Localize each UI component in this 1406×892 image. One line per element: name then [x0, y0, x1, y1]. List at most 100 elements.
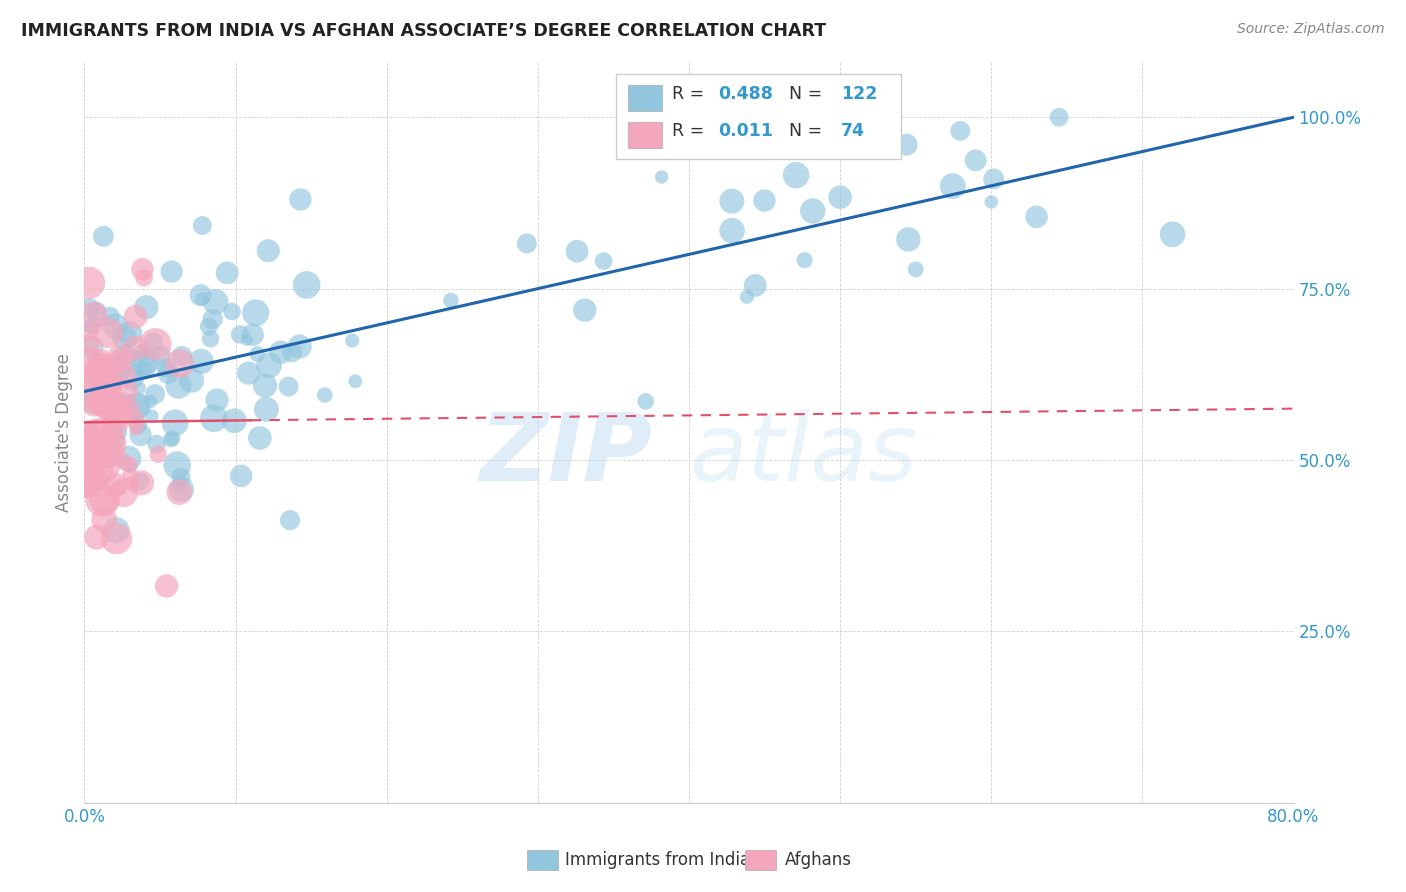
Point	[254, 378, 277, 392]
Point	[314, 388, 336, 402]
Point	[84, 400, 107, 414]
Point	[104, 416, 127, 430]
Point	[100, 447, 122, 461]
Point	[169, 485, 191, 500]
Point	[80, 458, 103, 473]
Point	[125, 421, 148, 435]
Point	[77, 422, 100, 436]
Point	[90, 351, 112, 366]
Point	[167, 378, 190, 392]
Point	[169, 477, 191, 491]
Point	[79, 365, 101, 379]
Point	[516, 236, 538, 251]
Point	[114, 348, 136, 362]
Point	[980, 194, 1002, 209]
Point	[79, 319, 101, 334]
Point	[721, 224, 744, 238]
Point	[82, 340, 104, 354]
Point	[1025, 210, 1047, 224]
Point	[79, 301, 101, 316]
Point	[77, 356, 100, 370]
Point	[79, 337, 101, 351]
Point	[1047, 110, 1070, 124]
Text: Immigrants from India: Immigrants from India	[565, 851, 751, 869]
Text: N =: N =	[779, 85, 828, 103]
Point	[84, 425, 107, 440]
Point	[105, 524, 128, 538]
Point	[79, 397, 101, 411]
Point	[107, 362, 129, 376]
Point	[634, 394, 657, 409]
Point	[191, 219, 214, 233]
Point	[108, 351, 131, 366]
Point	[86, 425, 108, 440]
Point	[86, 463, 108, 477]
Point	[245, 306, 267, 320]
Point	[89, 372, 111, 386]
Point	[79, 326, 101, 340]
Point	[163, 416, 186, 430]
Point	[105, 532, 128, 546]
Point	[344, 374, 367, 388]
Point	[131, 345, 153, 359]
Point	[77, 441, 100, 455]
Point	[801, 204, 824, 219]
Point	[744, 278, 766, 293]
Point	[141, 409, 163, 423]
Point	[342, 334, 364, 348]
Point	[565, 244, 588, 259]
Text: ZIP: ZIP	[479, 409, 652, 500]
Point	[91, 492, 114, 507]
Point	[132, 270, 155, 285]
Point	[1161, 227, 1184, 242]
Point	[806, 132, 828, 146]
Point	[229, 469, 252, 483]
Point	[121, 476, 143, 491]
Point	[86, 530, 108, 544]
Point	[77, 446, 100, 460]
Point	[127, 399, 149, 413]
Point	[120, 394, 142, 409]
Point	[77, 389, 100, 403]
Point	[97, 326, 120, 340]
Point	[229, 327, 252, 342]
Point	[135, 300, 157, 314]
Point	[89, 447, 111, 461]
Point	[110, 395, 132, 409]
Point	[82, 472, 104, 486]
Point	[149, 349, 172, 363]
Point	[200, 332, 222, 346]
Point	[942, 179, 965, 194]
Y-axis label: Associate's Degree: Associate's Degree	[55, 353, 73, 512]
Point	[114, 368, 136, 383]
Point	[91, 361, 114, 376]
Point	[93, 446, 115, 460]
Point	[93, 229, 115, 244]
Bar	[616, 73, 901, 159]
Point	[157, 366, 180, 380]
Point	[107, 434, 129, 448]
Point	[75, 437, 97, 451]
Point	[160, 265, 183, 279]
Point	[93, 513, 115, 527]
Point	[107, 354, 129, 368]
Point	[221, 304, 243, 318]
Point	[142, 335, 165, 350]
Point	[159, 433, 181, 447]
Point	[983, 172, 1005, 186]
Point	[155, 360, 177, 375]
Point	[100, 437, 122, 451]
Point	[82, 318, 104, 333]
Point	[277, 379, 299, 393]
Point	[124, 341, 146, 355]
Point	[79, 448, 101, 462]
Text: N =: N =	[779, 121, 834, 140]
Point	[197, 319, 219, 334]
Point	[139, 394, 162, 409]
Text: R =: R =	[672, 121, 716, 140]
Point	[86, 362, 108, 376]
Point	[112, 330, 135, 344]
Point	[100, 428, 122, 442]
Point	[574, 303, 596, 318]
Point	[270, 345, 292, 359]
